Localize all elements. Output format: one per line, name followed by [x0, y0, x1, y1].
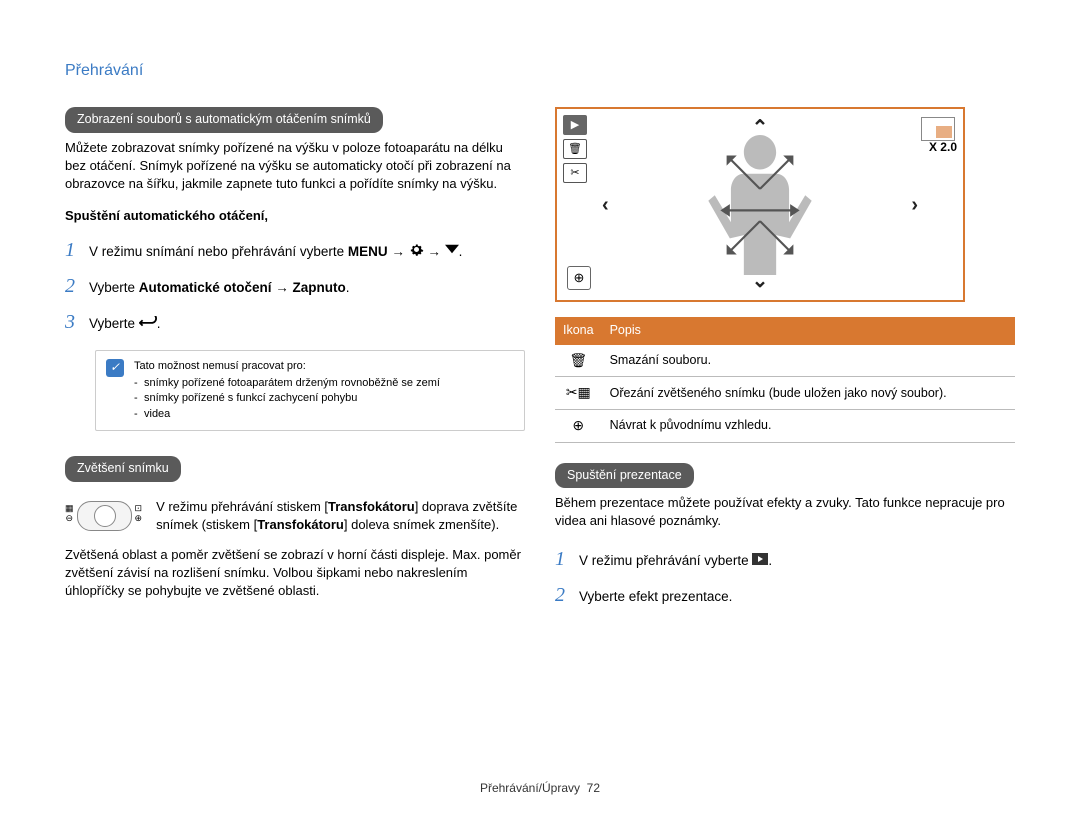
slideshow-icon	[752, 552, 768, 571]
left-column: Zobrazení souborů s automatickým otáčení…	[65, 107, 525, 616]
back-icon	[139, 315, 157, 334]
auto-rotate-body: Můžete zobrazovat snímky pořízené na výš…	[65, 139, 525, 194]
step2-bold: Automatické otočení → Zapnuto	[139, 280, 346, 295]
note-list: snímky pořízené fotoaparátem drženým rov…	[134, 376, 440, 422]
section-zoom-title: Zvětšení snímku	[65, 456, 181, 482]
table-row: ✂▦ Ořezání zvětšeného snímku (bude ulože…	[555, 377, 1015, 410]
section-slideshow-title: Spuštění prezentace	[555, 463, 694, 489]
step-number: 1	[555, 545, 569, 573]
mag-reset-icon: ⊕	[572, 417, 584, 433]
step-3: 3 Vyberte .	[65, 308, 525, 336]
zoom-text: V režimu přehrávání stiskem [Transfokáto…	[156, 498, 525, 534]
step-1-text: V režimu snímání nebo přehrávání vyberte…	[89, 242, 525, 263]
table-row: ⊕ Návrat k původnímu vzhledu.	[555, 410, 1015, 443]
slideshow-step2-text: Vyberte efekt prezentace.	[579, 588, 1015, 607]
info-icon: ✓	[106, 359, 124, 377]
note-item: snímky pořízené fotoaparátem drženým rov…	[134, 376, 440, 391]
row-desc: Smazání souboru.	[602, 345, 1015, 377]
note-box: ✓ Tato možnost nemusí pracovat pro: sním…	[95, 350, 525, 432]
zoom-left-icon: ▦⊖	[65, 504, 74, 524]
step2-pre: Vyberte	[89, 280, 139, 295]
step-3-text: Vyberte .	[89, 315, 525, 334]
note-item: snímky pořízené s funkcí zachycení pohyb…	[134, 391, 440, 406]
icon-description-table: Ikona Popis 🗑 Smazání souboru. ✂▦ Ořezán…	[555, 317, 1015, 442]
step-number: 1	[65, 236, 79, 264]
magnify-reset-icon: ⊕	[567, 266, 591, 290]
zoom-control-icon	[77, 501, 132, 531]
table-row: 🗑 Smazání souboru.	[555, 345, 1015, 377]
thumbnail-box	[921, 117, 955, 141]
th-icon: Ikona	[555, 317, 602, 345]
crop-icon: ✂	[563, 163, 587, 183]
footer-text: Přehrávání/Úpravy	[480, 781, 580, 795]
gear-icon	[409, 242, 424, 263]
footer-page: 72	[587, 781, 600, 795]
down-arrow-icon	[445, 242, 459, 262]
step-number: 2	[65, 272, 79, 300]
note-content: Tato možnost nemusí pracovat pro: snímky…	[134, 359, 440, 423]
content: Zobrazení souborů s automatickým otáčení…	[65, 107, 1015, 616]
chevron-left-icon: ‹	[602, 191, 609, 219]
step-1: 1 V režimu snímání nebo přehrávání vyber…	[65, 236, 525, 264]
start-auto-rotate-label: Spuštění automatického otáčení,	[65, 207, 525, 225]
step-2-text: Vyberte Automatické otočení → Zapnuto.	[89, 279, 525, 298]
right-column: ▶ 🗑 ✂ ⊕ X 2.0 ⌃ ⌄ ‹ ›	[555, 107, 1015, 616]
zoom-level-label: X 2.0	[929, 139, 957, 156]
chevron-right-icon: ›	[911, 191, 918, 219]
note-title: Tato možnost nemusí pracovat pro:	[134, 359, 440, 374]
zoom-body2: Zvětšená oblast a poměr zvětšení se zobr…	[65, 546, 525, 601]
page-header: Přehrávání	[65, 60, 1015, 82]
row-desc: Návrat k původnímu vzhledu.	[602, 410, 1015, 443]
slideshow-step1-text: V režimu přehrávání vyberte .	[579, 552, 1015, 571]
menu-label: MENU	[348, 244, 388, 259]
slideshow-body: Během prezentace můžete používat efekty …	[555, 494, 1015, 530]
play-icon: ▶	[563, 115, 587, 135]
section-auto-rotate-title: Zobrazení souborů s automatickým otáčení…	[65, 107, 383, 133]
step-number: 3	[65, 308, 79, 336]
trash-icon: 🗑	[563, 139, 587, 159]
slideshow-step-2: 2 Vyberte efekt prezentace.	[555, 581, 1015, 609]
camera-screen-illustration: ▶ 🗑 ✂ ⊕ X 2.0 ⌃ ⌄ ‹ ›	[555, 107, 965, 302]
crop-icon: ✂▦	[566, 384, 591, 400]
th-desc: Popis	[602, 317, 1015, 345]
trash-icon: 🗑	[569, 352, 587, 368]
zoom-right-icon: ⊡⊕	[135, 504, 143, 524]
step-number: 2	[555, 581, 569, 609]
note-item: videa	[134, 407, 440, 422]
step-2: 2 Vyberte Automatické otočení → Zapnuto.	[65, 272, 525, 300]
page-footer: Přehrávání/Úpravy 72	[0, 780, 1080, 797]
step1-pre: V režimu snímání nebo přehrávání vyberte	[89, 244, 348, 259]
row-desc: Ořezání zvětšeného snímku (bude uložen j…	[602, 377, 1015, 410]
person-silhouette	[705, 135, 815, 275]
step3-pre: Vyberte	[89, 316, 139, 331]
zoom-row: ▦⊖ ⊡⊕ V režimu přehrávání stiskem [Trans…	[65, 498, 525, 534]
slideshow-step-1: 1 V režimu přehrávání vyberte .	[555, 545, 1015, 573]
